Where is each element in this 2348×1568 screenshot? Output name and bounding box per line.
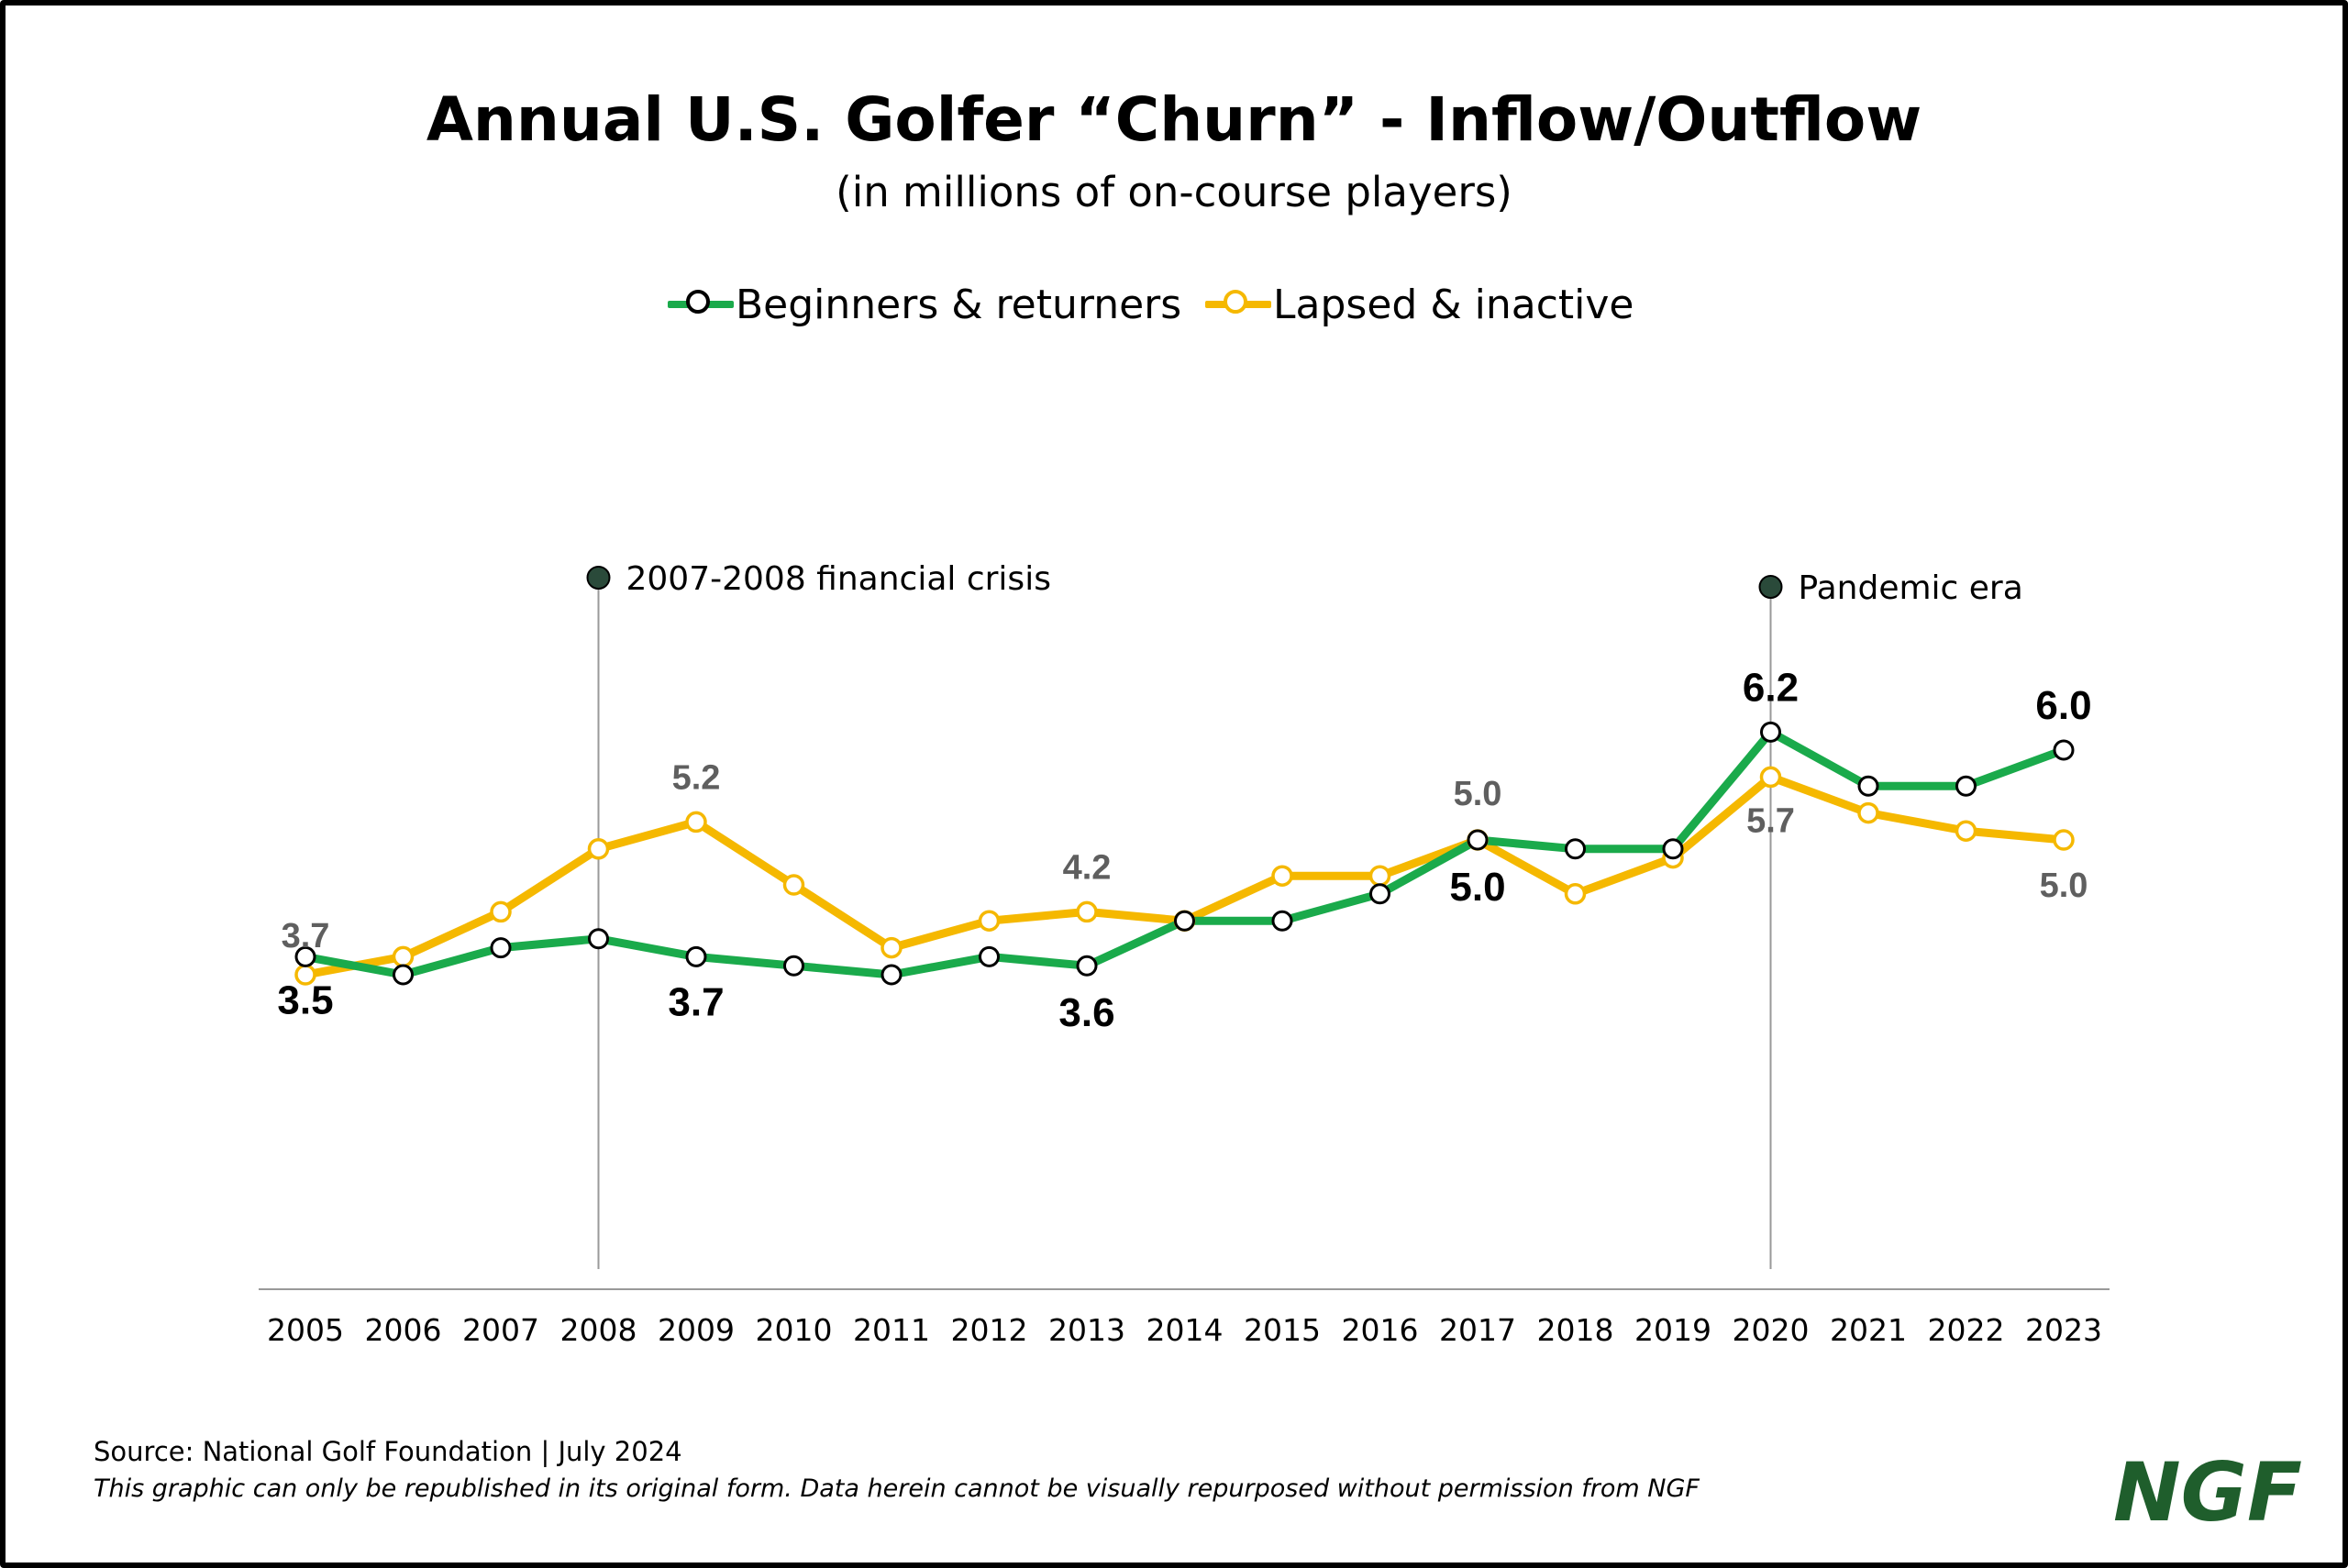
data-point bbox=[1565, 838, 1586, 860]
data-point bbox=[1759, 766, 1782, 789]
legend-item-lapsed: Lapsed & inactive bbox=[1205, 275, 1634, 334]
data-point bbox=[392, 945, 415, 968]
data-point bbox=[490, 900, 512, 923]
series-layer bbox=[294, 721, 2075, 986]
annotation-label: Pandemic era bbox=[1799, 569, 2023, 607]
data-label: 5.0 bbox=[2040, 867, 2088, 905]
data-point bbox=[2053, 739, 2075, 761]
data-point bbox=[587, 838, 610, 860]
data-label: 3.7 bbox=[668, 979, 724, 1024]
data-point bbox=[393, 964, 414, 986]
x-tick-label: 2012 bbox=[951, 1312, 1028, 1348]
data-point bbox=[490, 937, 512, 959]
data-point bbox=[783, 955, 804, 977]
data-point bbox=[1857, 801, 1879, 824]
annotation-marker bbox=[1758, 575, 1783, 599]
ngf-logo: NGF bbox=[2113, 1445, 2302, 1533]
x-tick-label: 2006 bbox=[365, 1312, 442, 1348]
x-axis-ticks: 2005 2006 2007 2008 2009 2010 2011 2012 2013 2014… bbox=[267, 1312, 2102, 1348]
ngf-logo-text: NGF bbox=[2113, 1445, 2302, 1533]
data-point bbox=[1271, 865, 1293, 887]
data-point bbox=[880, 936, 903, 959]
data-label: 5.7 bbox=[1746, 801, 1795, 840]
data-label: 3.6 bbox=[1058, 990, 1114, 1035]
data-label: 3.5 bbox=[277, 977, 333, 1022]
legend-item-beginners: Beginners & returners bbox=[668, 275, 1181, 334]
data-label: 3.7 bbox=[282, 917, 330, 955]
data-point bbox=[1760, 721, 1781, 743]
data-point bbox=[1368, 865, 1391, 887]
data-point bbox=[1955, 775, 1977, 797]
chart-subtitle: (in millions of on-course players) bbox=[836, 168, 1512, 216]
data-point bbox=[294, 945, 316, 967]
x-tick-label: 2022 bbox=[1928, 1312, 2005, 1348]
x-tick-label: 2017 bbox=[1439, 1312, 1516, 1348]
data-point bbox=[782, 874, 805, 896]
x-tick-label: 2019 bbox=[1634, 1312, 1711, 1348]
x-tick-label: 2020 bbox=[1733, 1312, 1810, 1348]
data-point bbox=[1174, 910, 1195, 932]
data-point bbox=[1076, 900, 1098, 923]
x-tick-label: 2008 bbox=[560, 1312, 637, 1348]
data-point bbox=[1857, 775, 1879, 797]
data-point bbox=[1467, 829, 1489, 851]
data-label: 5.0 bbox=[1454, 775, 1502, 813]
data-point bbox=[979, 945, 1000, 967]
data-point bbox=[1271, 910, 1293, 932]
data-point bbox=[1955, 820, 1977, 842]
x-tick-label: 2014 bbox=[1146, 1312, 1224, 1348]
chart-legend: Beginners & returners Lapsed & inactive bbox=[0, 275, 2348, 334]
data-point bbox=[588, 928, 609, 950]
legend-label-beginners: Beginners & returners bbox=[736, 281, 1182, 328]
annotation-label: 2007-2008 financial crisis bbox=[626, 560, 1051, 598]
data-label: 5.0 bbox=[1449, 865, 1505, 910]
annotation-layer: 2007-2008 financial crisis Pandemic era bbox=[586, 560, 2023, 1269]
x-tick-label: 2010 bbox=[756, 1312, 833, 1348]
legend-label-lapsed: Lapsed & inactive bbox=[1273, 281, 1634, 328]
annotation-marker bbox=[586, 566, 611, 590]
data-point bbox=[1564, 883, 1587, 905]
x-tick-label: 2015 bbox=[1244, 1312, 1321, 1348]
data-point bbox=[685, 945, 707, 967]
data-point bbox=[1076, 955, 1098, 977]
x-tick-label: 2016 bbox=[1342, 1312, 1419, 1348]
data-point bbox=[978, 910, 1001, 932]
data-label: 6.0 bbox=[2035, 683, 2091, 728]
data-label: 5.2 bbox=[672, 758, 721, 797]
source-note: Source: National Golf Foundation | July … bbox=[94, 1436, 682, 1467]
chart-title: Annual U.S. Golfer “Churn” - Inflow/Outf… bbox=[426, 84, 1922, 155]
x-tick-label: 2005 bbox=[267, 1312, 344, 1348]
data-point bbox=[1662, 838, 1684, 860]
legend-swatch-green bbox=[668, 275, 734, 334]
data-label: 6.2 bbox=[1743, 665, 1799, 710]
data-point bbox=[880, 964, 903, 986]
data-point bbox=[1369, 883, 1390, 905]
data-label-layer: 3.7 3.5 5.2 3.7 4.2 3.6 5.0 5.0 6.2 5.7 6.0 5.0 bbox=[277, 665, 2091, 1035]
data-point bbox=[685, 811, 707, 834]
x-tick-label: 2011 bbox=[853, 1312, 930, 1348]
x-tick-label: 2021 bbox=[1830, 1312, 1907, 1348]
x-tick-label: 2007 bbox=[462, 1312, 539, 1348]
x-tick-label: 2009 bbox=[658, 1312, 735, 1348]
disclaimer-note: This graphic can only be republished in … bbox=[94, 1474, 1700, 1503]
x-tick-label: 2018 bbox=[1537, 1312, 1614, 1348]
data-point bbox=[2053, 829, 2075, 851]
series-line-0 bbox=[301, 727, 2068, 979]
legend-swatch-yellow bbox=[1205, 275, 1271, 334]
x-tick-label: 2013 bbox=[1048, 1312, 1125, 1348]
x-tick-label: 2023 bbox=[2025, 1312, 2102, 1348]
data-label: 4.2 bbox=[1063, 848, 1112, 887]
